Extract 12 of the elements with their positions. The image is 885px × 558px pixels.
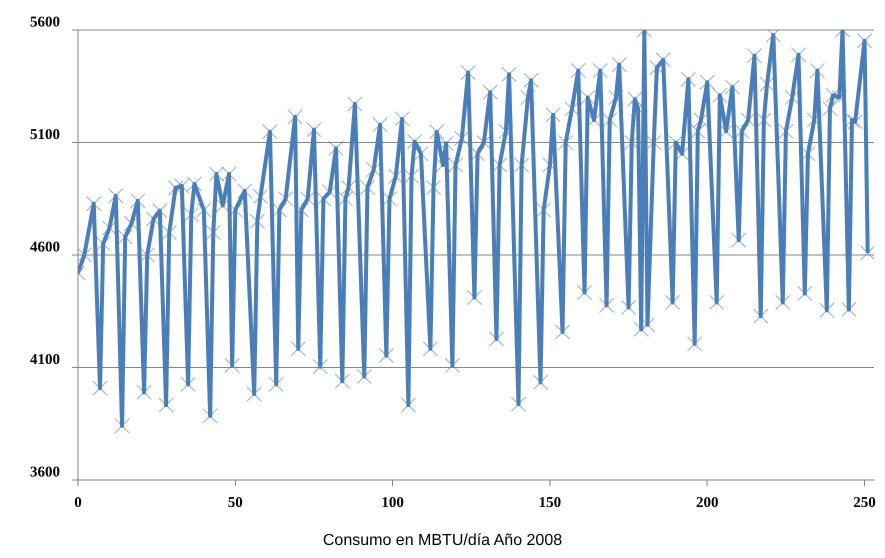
y-tick-label: 4600 [30, 239, 60, 256]
y-tick-label: 4100 [30, 352, 60, 368]
x-tick-label: 50 [228, 494, 243, 511]
y-tick-label: 3600 [30, 464, 60, 480]
x-tick-label: 0 [74, 494, 82, 511]
y-tick-label: 5600 [30, 14, 60, 30]
x-tick-label: 250 [853, 494, 876, 511]
y-tick-label: 5100 [30, 126, 60, 143]
x-tick-label: 150 [538, 494, 562, 511]
x-tick-label: 100 [381, 494, 404, 511]
x-tick-label: 200 [696, 494, 718, 511]
x-axis-title: Consumo en MBTU/día Año 2008 [322, 532, 564, 550]
